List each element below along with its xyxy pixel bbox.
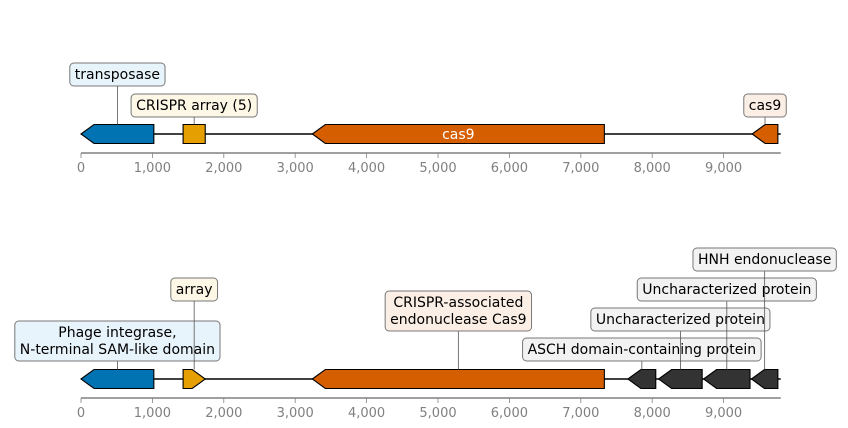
gene-arrow[interactable] (751, 123, 779, 145)
axis-tick-label: 0 (77, 161, 85, 176)
gene-label: Uncharacterized protein (596, 312, 765, 328)
track-1: 0 1,000 2,000 3,000 4,000 5,000 6,000 7,000 8,00… (69, 62, 787, 176)
uncharacterized-gene-2[interactable]: Uncharacterized protein (636, 277, 817, 390)
axis-tick-label: 9,000 (705, 406, 742, 421)
axis-tick-label: 9,000 (705, 161, 742, 176)
gene-label: ASCH domain-containing protein (528, 342, 757, 358)
crispr-array[interactable]: CRISPR array (5) (130, 93, 258, 145)
axis-tick-label: 1,000 (134, 406, 171, 421)
gene-label: Phage integrase, (58, 325, 176, 341)
gene-arrow[interactable] (750, 368, 779, 390)
gene-arrow[interactable] (311, 368, 605, 390)
gene-label: CRISPR-associated (393, 295, 523, 311)
axis-tick-label: 3,000 (277, 406, 314, 421)
gene-arrow[interactable] (80, 368, 155, 390)
gene-arrow[interactable] (182, 368, 207, 390)
gene-label: HNH endonuclease (698, 252, 831, 268)
label-box (384, 290, 533, 332)
label-box (69, 62, 166, 87)
gene-label: cas9 (442, 127, 474, 143)
axis-tick-label: 4,000 (348, 161, 385, 176)
axis-tick-label: 5,000 (419, 406, 456, 421)
label-box (14, 320, 221, 362)
position-axis: 0 1,000 2,000 3,000 4,000 5,000 6,000 7,000 8,00… (77, 397, 781, 421)
axis-tick-label: 3,000 (277, 161, 314, 176)
label-box (522, 337, 762, 362)
array-repeat[interactable]: array (170, 277, 219, 390)
axis-tick-label: 7,000 (562, 161, 599, 176)
label-box (130, 93, 258, 118)
uncharacterized-gene-1[interactable]: Uncharacterized protein (590, 307, 771, 390)
label-box (743, 93, 787, 118)
axis-tick-label: 5,000 (419, 161, 456, 176)
axis-tick-label: 8,000 (634, 161, 671, 176)
hnh-endonuclease-gene[interactable]: HNH endonuclease (692, 247, 837, 390)
label-box (590, 307, 771, 332)
cas9-fragment[interactable]: cas9 (743, 93, 787, 145)
cas9-gene[interactable]: cas9 (311, 123, 605, 145)
asch-domain-gene[interactable]: ASCH domain-containing protein (522, 337, 762, 390)
gene-label: CRISPR array (5) (136, 98, 252, 114)
phage-integrase-gene[interactable]: Phage integrase,N-terminal SAM-like doma… (14, 320, 221, 390)
gene-label: N-terminal SAM-like domain (20, 342, 215, 358)
axis-tick-label: 2,000 (205, 406, 242, 421)
position-axis: 0 1,000 2,000 3,000 4,000 5,000 6,000 7,000 8,00… (77, 152, 781, 176)
label-box (636, 277, 817, 302)
axis-tick-label: 4,000 (348, 406, 385, 421)
label-box (692, 247, 837, 272)
label-box (170, 277, 219, 302)
axis-tick-label: 8,000 (634, 406, 671, 421)
gene-label: Uncharacterized protein (642, 282, 811, 298)
axis-tick-label: 1,000 (134, 161, 171, 176)
axis-tick-label: 0 (77, 406, 85, 421)
transposase-gene[interactable]: transposase (69, 62, 166, 145)
gene-label: endonuclease Cas9 (390, 312, 526, 328)
gene-arrow[interactable] (80, 123, 155, 145)
track-2: 0 1,000 2,000 3,000 4,000 5,000 6,000 7,000 8,00… (14, 247, 837, 421)
gene-arrow[interactable] (626, 368, 657, 390)
gene-arrow[interactable] (182, 123, 206, 145)
axis-tick-label: 2,000 (205, 161, 242, 176)
gene-label: array (176, 282, 213, 298)
axis-tick-label: 7,000 (562, 406, 599, 421)
gene-label: transposase (75, 67, 160, 83)
gene-arrow[interactable] (702, 368, 751, 390)
gene-arrow[interactable] (311, 123, 605, 145)
gene-arrow[interactable] (657, 368, 703, 390)
axis-tick-label: 6,000 (491, 406, 528, 421)
gene-label: cas9 (749, 98, 781, 114)
axis-tick-label: 6,000 (491, 161, 528, 176)
